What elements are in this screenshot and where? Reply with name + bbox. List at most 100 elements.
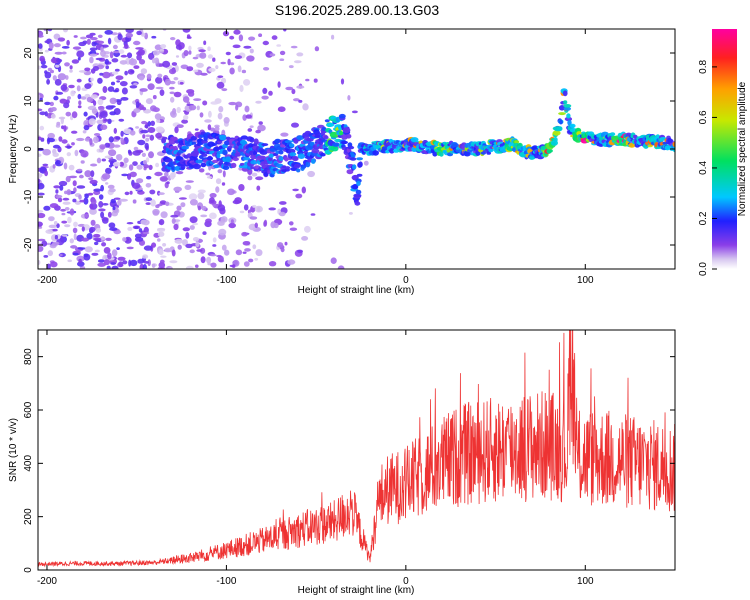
spectrogram-noise-speckle	[249, 48, 254, 54]
spectrogram-noise-speckle	[65, 111, 72, 117]
spectrogram-noise-speckle	[59, 253, 63, 257]
spectrogram-ridge-blob	[350, 153, 356, 158]
spectrogram-noise-speckle	[143, 245, 153, 251]
spectrogram-noise-speckle	[150, 120, 155, 127]
spectrogram-noise-speckle	[283, 29, 287, 32]
spectrogram-noise-speckle	[129, 171, 137, 178]
spectrogram-noise-speckle	[145, 202, 151, 206]
spectrogram-noise-speckle	[249, 216, 258, 220]
spectrogram-noise-speckle	[48, 224, 57, 229]
spectrogram-noise-speckle	[242, 251, 247, 254]
spectrogram-noise-speckle	[125, 32, 133, 38]
spectrogram-noise-speckle	[132, 161, 138, 167]
spectrogram-ridge-blob	[206, 156, 214, 161]
spectrogram-noise-speckle	[86, 38, 91, 45]
spectrogram-noise-speckle	[217, 169, 223, 174]
spectrogram-noise-speckle	[279, 201, 287, 205]
spectrogram-noise-speckle	[244, 248, 251, 252]
spectrogram-x-tick-label: -100	[216, 275, 236, 286]
spectrogram-noise-speckle	[112, 89, 119, 93]
spectrogram-noise-speckle	[197, 189, 206, 194]
spectrogram-noise-speckle	[239, 210, 245, 214]
spectrogram-noise-speckle	[263, 67, 270, 71]
spectrogram-noise-speckle	[99, 72, 104, 76]
spectrogram-noise-speckle	[143, 226, 149, 234]
spectrogram-noise-speckle	[351, 110, 358, 114]
spectrogram-noise-speckle	[43, 205, 51, 211]
snr-x-tick-label: -200	[37, 576, 57, 587]
spectrogram-noise-speckle	[135, 47, 144, 50]
spectrogram-noise-speckle	[133, 108, 141, 113]
spectrogram-noise-speckle	[97, 98, 104, 106]
spectrogram-noise-speckle	[38, 43, 43, 49]
spectrogram-noise-speckle	[129, 259, 138, 267]
spectrogram-noise-speckle	[141, 107, 147, 111]
spectrogram-noise-speckle	[128, 164, 134, 171]
spectrogram-noise-speckle	[107, 211, 112, 218]
spectrogram-noise-speckle	[199, 112, 204, 118]
spectrogram-noise-speckle	[77, 261, 85, 267]
spectrogram-noise-speckle	[101, 44, 109, 48]
spectrogram-noise-speckle	[72, 252, 79, 256]
spectrogram-noise-speckle	[118, 261, 124, 268]
spectrogram-noise-speckle	[79, 266, 86, 269]
spectrogram-ridge-blob	[339, 130, 344, 136]
spectrogram-noise-speckle	[88, 192, 94, 196]
spectrogram-noise-speckle	[295, 193, 303, 199]
spectrogram-noise-speckle	[56, 223, 60, 229]
spectrogram-noise-speckle	[188, 193, 198, 201]
spectrogram-noise-speckle	[103, 247, 111, 254]
spectrogram-noise-speckle	[77, 247, 87, 250]
spectrogram-noise-speckle	[224, 249, 230, 256]
spectrogram-noise-speckle	[232, 44, 241, 49]
spectrogram-noise-speckle	[113, 127, 118, 134]
spectrogram-noise-speckle	[310, 213, 316, 216]
spectrogram-noise-speckle	[202, 231, 207, 236]
spectrogram-noise-speckle	[243, 261, 250, 267]
spectrogram-noise-speckle	[134, 236, 144, 242]
snr-y-tick-label: 400	[23, 455, 34, 472]
spectrogram-noise-speckle	[66, 39, 70, 46]
spectrogram-noise-speckle	[200, 72, 208, 76]
spectrogram-noise-speckle	[98, 208, 106, 212]
spectrogram-ridge-blob	[342, 127, 351, 134]
spectrogram-noise-speckle	[55, 194, 63, 199]
spectrogram-noise-speckle	[100, 46, 104, 52]
spectrogram-noise-speckle	[252, 204, 257, 208]
spectrogram-noise-speckle	[126, 222, 134, 225]
spectrogram-noise-speckle	[71, 111, 78, 119]
spectrogram-noise-speckle	[98, 105, 105, 111]
spectrogram-noise-speckle	[182, 239, 188, 246]
spectrogram-noise-speckle	[44, 111, 48, 117]
spectrogram-noise-speckle	[84, 67, 91, 72]
spectrogram-noise-speckle	[101, 242, 107, 247]
spectrogram-noise-speckle	[39, 97, 43, 101]
spectrogram-ridge-blob	[557, 126, 563, 132]
spectrogram-noise-speckle	[228, 101, 237, 106]
spectrogram-noise-speckle	[93, 188, 102, 192]
spectrogram-noise-speckle	[47, 67, 53, 72]
spectrogram-noise-speckle	[63, 125, 67, 132]
spectrogram-noise-speckle	[48, 42, 54, 50]
spectrogram-noise-speckle	[89, 56, 94, 64]
spectrogram-noise-speckle	[291, 122, 299, 128]
spectrogram-noise-speckle	[73, 35, 78, 38]
spectrogram-noise-speckle	[127, 149, 132, 154]
spectrogram-noise-speckle	[277, 81, 281, 88]
spectrogram-noise-speckle	[133, 65, 140, 69]
spectrogram-noise-speckle	[54, 78, 62, 86]
spectrogram-ridge-blob	[326, 122, 335, 127]
spectrogram-noise-speckle	[151, 263, 156, 268]
spectrogram-noise-speckle	[90, 170, 95, 178]
spectrogram-noise-speckle	[58, 180, 68, 187]
snr-series-line	[38, 330, 675, 568]
spectrogram-noise-speckle	[192, 222, 199, 226]
spectrogram-noise-speckle	[124, 70, 128, 76]
spectrogram-noise-speckle	[145, 134, 151, 138]
spectrogram-noise-speckle	[83, 197, 89, 205]
spectrogram-noise-speckle	[220, 61, 226, 65]
spectrogram-ridge-blob	[567, 119, 572, 126]
spectrogram-noise-speckle	[152, 107, 160, 113]
spectrogram-ridge-blob	[514, 140, 520, 144]
